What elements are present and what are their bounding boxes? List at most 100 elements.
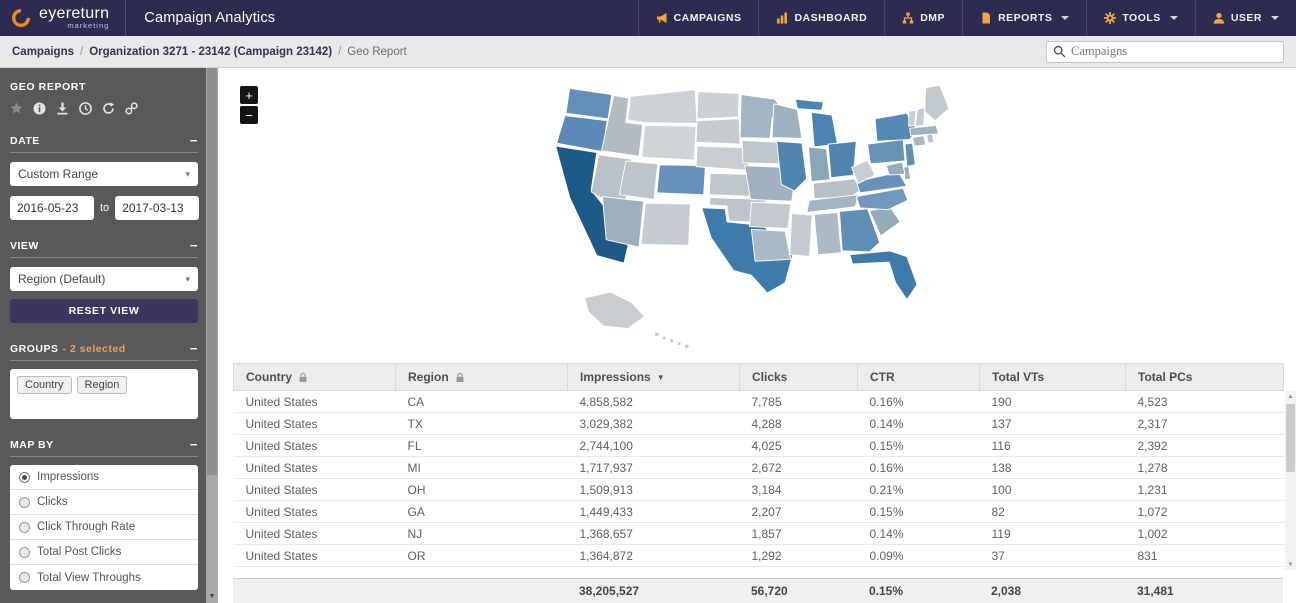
state-MA[interactable] — [909, 124, 940, 137]
view-select[interactable]: Region (Default) ▾ — [10, 267, 198, 291]
nav-user[interactable]: USER — [1194, 0, 1296, 36]
date-from-input[interactable] — [10, 196, 94, 220]
state-AR[interactable] — [749, 201, 792, 229]
state-MS[interactable] — [789, 212, 813, 257]
map-by-option[interactable]: Total View Throughs — [10, 565, 198, 590]
nav-dashboard[interactable]: DASHBOARD — [758, 0, 884, 36]
state-ND[interactable] — [696, 91, 740, 120]
group-chip-country[interactable]: Country — [17, 376, 72, 394]
nav-dmp[interactable]: DMP — [884, 0, 962, 36]
state-SD[interactable] — [695, 118, 741, 145]
state-OR[interactable] — [556, 115, 608, 153]
state-MD[interactable] — [885, 161, 906, 176]
state-LA[interactable] — [750, 228, 792, 262]
col-header-region[interactable]: Region — [395, 363, 568, 391]
scroll-up-arrow-icon[interactable]: ▲ — [1287, 393, 1294, 400]
state-RI[interactable] — [926, 133, 935, 144]
collapse-icon[interactable]: − — [189, 238, 198, 253]
state-VT[interactable] — [908, 109, 917, 127]
table-row[interactable]: United States NJ 1,368,657 1,857 0.14% 119 1,0… — [233, 522, 1284, 545]
state-PA[interactable] — [867, 138, 906, 165]
state-NH[interactable] — [914, 107, 926, 127]
collapse-icon[interactable]: − — [189, 437, 198, 452]
state-AL[interactable] — [813, 212, 842, 256]
state-HI[interactable] — [661, 335, 667, 341]
state-NM[interactable] — [640, 202, 691, 246]
state-IN[interactable] — [808, 146, 831, 183]
table-row[interactable]: United States TX 3,029,382 4,288 0.14% 137 2,3… — [233, 412, 1284, 435]
col-header-total-vts[interactable]: Total VTs — [979, 363, 1126, 391]
state-HI[interactable] — [669, 338, 675, 344]
state-GA[interactable] — [838, 208, 881, 253]
breadcrumb-organization[interactable]: Organization 3271 - 23142 (Campaign 2314… — [89, 45, 333, 58]
nav-campaigns[interactable]: CAMPAIGNS — [637, 0, 759, 36]
date-to-input[interactable] — [115, 196, 200, 220]
date-range-select[interactable]: Custom Range ▾ — [10, 162, 198, 186]
collapse-icon[interactable]: − — [189, 341, 198, 356]
scrollbar-thumb[interactable] — [207, 68, 217, 475]
collapse-icon[interactable]: − — [189, 133, 198, 148]
state-AZ[interactable] — [601, 196, 645, 248]
map-by-option[interactable]: Impressions — [10, 465, 198, 490]
state-FL[interactable] — [849, 250, 918, 301]
clock-icon[interactable] — [79, 102, 92, 115]
state-DE[interactable] — [902, 165, 912, 181]
state-WY[interactable] — [641, 124, 697, 161]
group-chip-region[interactable]: Region — [76, 376, 128, 394]
zoom-out-button[interactable]: − — [240, 106, 258, 124]
scroll-down-arrow-icon[interactable]: ▼ — [1287, 561, 1294, 568]
state-HI[interactable] — [653, 331, 660, 338]
state-VA[interactable] — [855, 171, 908, 194]
scroll-down-arrow-icon[interactable]: ▼ — [208, 593, 216, 600]
scrollbar-thumb[interactable] — [1286, 404, 1295, 472]
state-MI[interactable] — [810, 111, 839, 148]
state-WA[interactable] — [565, 87, 613, 120]
state-NE[interactable] — [695, 145, 750, 171]
state-NC[interactable] — [855, 187, 909, 211]
nav-reports[interactable]: REPORTS — [962, 0, 1086, 36]
state-KY[interactable] — [812, 178, 862, 199]
state-TN[interactable] — [806, 194, 859, 213]
state-UT[interactable] — [618, 160, 659, 200]
state-MT[interactable] — [627, 89, 698, 124]
map-by-option[interactable]: Total Post Clicks — [10, 540, 198, 565]
nav-tools[interactable]: TOOLS — [1086, 0, 1194, 36]
download-icon[interactable] — [56, 102, 69, 115]
state-IL[interactable] — [776, 140, 808, 192]
state-ID[interactable] — [601, 94, 644, 157]
col-header-impressions[interactable]: Impressions ▼ — [567, 363, 740, 391]
breadcrumb-campaigns[interactable]: Campaigns — [12, 45, 74, 58]
search-input[interactable] — [1071, 44, 1277, 59]
col-header-clicks[interactable]: Clicks — [739, 363, 858, 391]
brand-logo[interactable]: eyereturn marketing — [0, 0, 125, 36]
state-NJ[interactable] — [904, 142, 916, 168]
table-row[interactable]: United States CA 4,858,582 7,785 0.16% 190 4,5… — [233, 390, 1284, 413]
us-choropleth-map[interactable] — [532, 72, 982, 353]
state-HI[interactable] — [683, 343, 690, 350]
zoom-in-button[interactable]: + — [240, 86, 258, 104]
state-ME[interactable] — [924, 84, 950, 122]
map-by-option[interactable]: Click Through Rate — [10, 515, 198, 540]
state-CT[interactable] — [912, 135, 927, 147]
table-row[interactable]: United States GA 1,449,433 2,207 0.15% 82 1,07… — [233, 500, 1284, 523]
state-CO[interactable] — [656, 164, 706, 196]
col-header-total-pcs[interactable]: Total PCs — [1125, 363, 1284, 391]
favorite-star-icon[interactable] — [10, 102, 23, 115]
state-TX[interactable] — [701, 207, 794, 294]
refresh-icon[interactable] — [102, 102, 115, 115]
col-header-ctr[interactable]: CTR — [857, 363, 980, 391]
table-row[interactable]: United States FL 2,744,100 4,025 0.15% 116 2,3… — [233, 434, 1284, 457]
state-MI-upper[interactable] — [794, 98, 824, 111]
info-icon[interactable] — [33, 102, 46, 115]
state-OH[interactable] — [827, 140, 857, 179]
sidebar-scrollbar[interactable]: ▼ — [206, 68, 218, 603]
table-row[interactable]: United States MI 1,717,937 2,672 0.16% 138 1,2… — [233, 456, 1284, 479]
state-HI[interactable] — [676, 341, 682, 346]
state-WV[interactable] — [851, 159, 876, 184]
table-row[interactable]: United States OR 1,364,872 1,292 0.09% 37 831 — [233, 544, 1284, 567]
reset-view-button[interactable]: RESET VIEW — [10, 299, 198, 323]
table-row[interactable]: United States OH 1,509,913 3,184 0.21% 100 1,2… — [233, 478, 1284, 501]
map-by-option[interactable]: Clicks — [10, 490, 198, 515]
link-icon[interactable] — [125, 102, 138, 115]
state-WI[interactable] — [771, 103, 803, 139]
